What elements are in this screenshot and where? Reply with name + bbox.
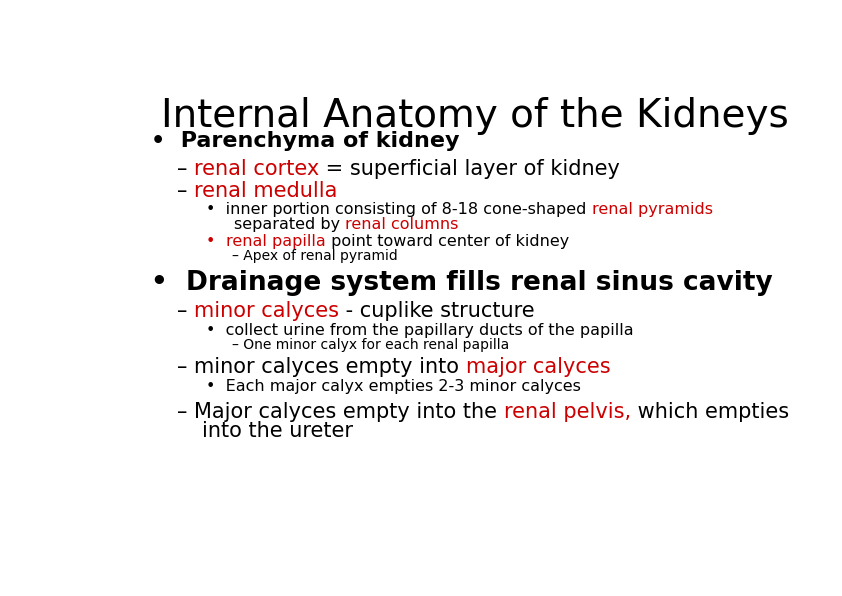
Text: •  inner portion consisting of 8-18 cone-shaped: • inner portion consisting of 8-18 cone-… <box>206 202 592 218</box>
Text: renal cortex: renal cortex <box>194 159 319 179</box>
Text: renal papilla: renal papilla <box>226 234 326 250</box>
Text: –: – <box>177 181 194 201</box>
Text: separated by: separated by <box>234 218 345 232</box>
Text: point toward center of kidney: point toward center of kidney <box>326 234 569 250</box>
Text: renal columns: renal columns <box>345 218 458 232</box>
Text: •  Drainage system fills renal sinus cavity: • Drainage system fills renal sinus cavi… <box>151 270 773 296</box>
Text: into the ureter: into the ureter <box>202 421 353 441</box>
Text: minor calyces: minor calyces <box>194 301 339 321</box>
Text: – One minor calyx for each renal papilla: – One minor calyx for each renal papilla <box>232 338 509 352</box>
Text: –: – <box>177 301 194 321</box>
Text: •: • <box>206 234 226 250</box>
Text: renal medulla: renal medulla <box>194 181 338 201</box>
Text: – Apex of renal pyramid: – Apex of renal pyramid <box>232 249 398 263</box>
Text: renal pelvis,: renal pelvis, <box>504 402 631 422</box>
Text: •  Parenchyma of kidney: • Parenchyma of kidney <box>151 131 460 151</box>
Text: – Major calyces empty into the: – Major calyces empty into the <box>177 402 504 422</box>
Text: – minor calyces empty into: – minor calyces empty into <box>177 357 466 377</box>
Text: •  collect urine from the papillary ducts of the papilla: • collect urine from the papillary ducts… <box>206 323 634 338</box>
Text: = superficial layer of kidney: = superficial layer of kidney <box>319 159 621 179</box>
Text: major calyces: major calyces <box>466 357 610 377</box>
Text: renal pyramids: renal pyramids <box>592 202 713 218</box>
Text: which empties: which empties <box>631 402 789 422</box>
Text: Internal Anatomy of the Kidneys: Internal Anatomy of the Kidneys <box>161 97 788 135</box>
Text: - cuplike structure: - cuplike structure <box>339 301 535 321</box>
Text: –: – <box>177 159 194 179</box>
Text: •  Each major calyx empties 2-3 minor calyces: • Each major calyx empties 2-3 minor cal… <box>206 379 581 394</box>
